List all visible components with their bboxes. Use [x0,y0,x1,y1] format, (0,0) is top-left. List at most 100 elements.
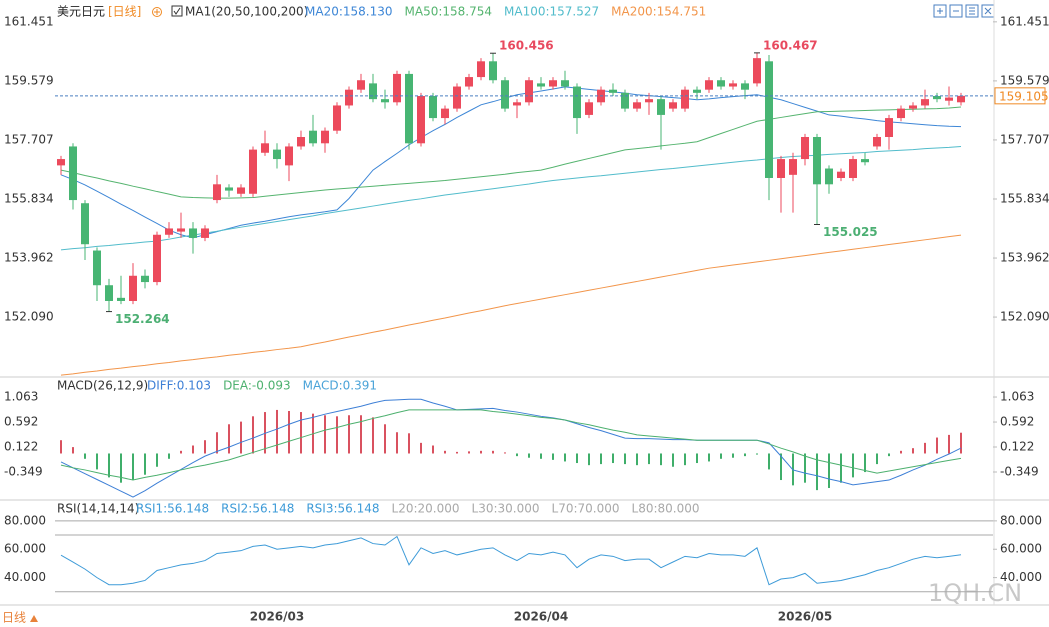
candle-body [273,149,281,160]
tool-icon[interactable] [949,4,963,18]
candle-body [681,89,689,109]
candle-body [357,80,365,90]
footer-period[interactable]: 日线 [2,611,26,625]
period-toggle[interactable] [30,615,38,622]
toolbar[interactable] [933,4,995,18]
macd-bar [672,453,674,467]
candle-body [417,95,425,144]
macd-bar [348,415,350,454]
candle-body [813,136,821,185]
macd-bar [696,453,698,464]
macd-bar [936,437,938,454]
candle-body [369,83,377,100]
macd-bar [324,415,326,454]
candle-body [585,102,593,115]
macd-bar [96,453,98,470]
macd-bar [420,442,422,454]
candle-body [837,171,845,178]
macd-bar [816,453,818,491]
candle-body [621,92,629,109]
macd-bar [108,453,110,478]
candle-body [189,228,197,238]
candle-body [381,99,389,103]
chart-title: 美元日元 [57,5,105,19]
macd-bar [720,453,722,459]
indicator-label: MA1(20,50,100,200) [185,5,308,19]
macd-bar [864,453,866,473]
x-tick-label: 2026/03 [250,610,304,624]
candle-body [705,80,713,90]
macd-bar [552,453,554,460]
checkbox[interactable] [171,5,183,17]
candle-body [645,99,653,103]
chart-title: MACD(26,12,9) [57,379,148,393]
candle-body [945,97,953,101]
legend-item: RSI2:56.148 [221,502,294,516]
y-tick-label-right: 0.122 [1000,440,1034,454]
macd-bar [876,453,878,465]
macd-bar [204,440,206,454]
candle-body [153,234,161,283]
macd-bar [168,453,170,459]
legend-item: MA100:157.527 [504,5,599,19]
macd-bar [744,453,746,457]
legend-item: MACD:0.391 [303,379,377,393]
legend-item: L80:80.000 [632,502,700,516]
candle-body [921,99,929,106]
macd-bar [648,453,650,465]
legend-item: DEA:-0.093 [223,379,291,393]
macd-bar [780,453,782,481]
candle-body [201,228,209,238]
y-tick-label-left: 40.000 [4,570,46,584]
tool-icon[interactable] [933,4,947,18]
macd-bar [288,410,290,454]
ma-line [60,86,962,239]
macd-bar [432,445,434,454]
x-tick-label: 2026/04 [514,610,568,624]
candle-body [465,77,473,87]
candle-body [285,146,293,166]
candle-body [933,95,941,100]
candle-body [885,118,893,137]
candle-body [861,159,869,163]
candle-body [69,146,77,201]
candle-body [489,61,497,81]
candle-body [477,61,485,78]
macd-bar [804,453,806,483]
candle-body [297,136,305,147]
macd-bar [156,453,158,467]
y-tick-label-left: 153.962 [4,251,54,265]
macd-bar [540,453,542,459]
macd-bar [300,412,302,454]
macd-bar [768,453,770,470]
macd-bar [240,421,242,454]
y-tick-label-left: 159.579 [4,73,54,87]
candle-body [177,228,185,232]
macd-bar [252,416,254,454]
y-tick-label-left: 60.000 [4,542,46,556]
macd-bar [828,453,830,488]
macd-bar [756,453,758,455]
tool-icon[interactable] [965,4,979,18]
candle-body [753,58,761,84]
y-tick-label-left: 161.451 [4,14,54,28]
candle-body [129,275,137,301]
macd-bar [360,415,362,454]
candle-body [573,86,581,119]
macd-bar [924,442,926,454]
ma-line [60,106,962,199]
candle-body [609,89,617,93]
macd-bar [372,417,374,454]
candle-body [501,80,509,109]
y-tick-label-right: 157.707 [1000,132,1049,146]
period-label: [日线] [108,5,141,19]
candle-body [561,80,569,87]
rsi-line [60,535,962,586]
add-icon[interactable] [152,7,162,17]
candle-body [537,83,545,87]
macd-bar [216,432,218,454]
candle-body [633,102,641,109]
y-tick-label-right: 40.000 [1000,570,1042,584]
